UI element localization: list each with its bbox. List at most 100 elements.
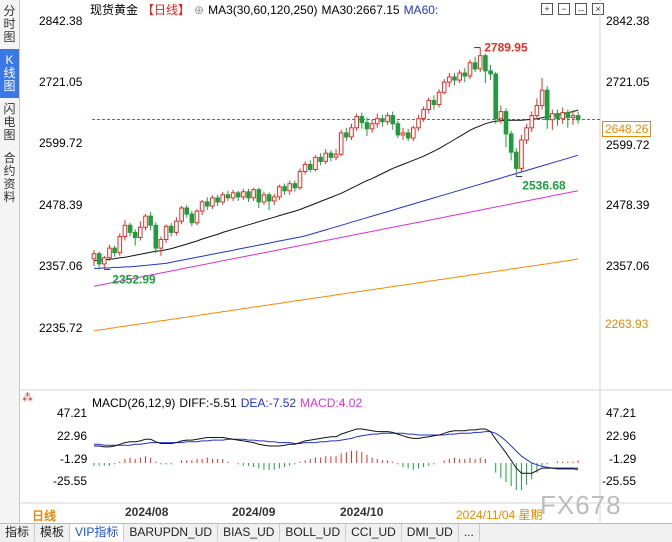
candle-up: [210, 197, 215, 207]
candle-down: [328, 152, 334, 158]
tab-vip-indicator[interactable]: VIP指标: [70, 524, 125, 541]
tab-cci[interactable]: CCI_UD: [346, 524, 402, 541]
candle-up: [107, 247, 112, 259]
tab-kline[interactable]: K线图: [0, 49, 19, 98]
diff-line: [94, 428, 579, 474]
candle-down: [508, 133, 514, 153]
candle-up: [199, 201, 205, 212]
tab-contract-info[interactable]: 合约资料: [3, 151, 16, 204]
candle-up: [194, 210, 200, 224]
candle-down: [405, 132, 411, 139]
candle-down: [472, 62, 478, 70]
zoom-out-icon[interactable]: −: [558, 3, 570, 15]
macd-diff: DIFF:-5.51: [179, 396, 237, 410]
candle-up: [385, 115, 390, 123]
candle-down: [575, 115, 581, 121]
candle-down: [390, 115, 395, 125]
candle-down: [225, 194, 231, 199]
candle-up: [477, 55, 483, 70]
candle-down: [266, 194, 272, 202]
candle-up: [287, 183, 292, 192]
candle-down: [205, 201, 210, 207]
candle-down: [132, 231, 138, 238]
ma250-value-tag: 2263.93: [605, 317, 649, 331]
tab-timeshare[interactable]: 分时图: [3, 4, 16, 44]
candle-down: [344, 132, 349, 138]
candle-up: [302, 163, 308, 172]
candle-down: [112, 247, 117, 254]
candle-down: [215, 197, 220, 203]
candle-down: [235, 192, 241, 198]
candle-down: [565, 112, 571, 119]
candle-up: [179, 207, 184, 222]
tab-flash[interactable]: 闪电图: [3, 102, 16, 142]
macd-label: MACD(26,12,9): [92, 396, 176, 410]
candle-up: [354, 116, 359, 129]
symbol-name: 现货黄金: [90, 3, 139, 17]
candle-up: [539, 89, 545, 106]
candle-down: [292, 183, 298, 189]
y-axis-label-right: 2721.05: [606, 75, 650, 89]
candle-up: [411, 127, 416, 139]
candle-up: [421, 109, 426, 120]
candle-up: [277, 186, 282, 198]
candle-down: [96, 253, 102, 265]
candle-down: [168, 225, 174, 233]
tab-more[interactable]: ...: [459, 524, 480, 541]
y-axis-label-left: 2721.05: [39, 75, 83, 89]
candle-down: [380, 118, 385, 123]
candle-down: [148, 215, 153, 226]
drag-icon[interactable]: ↔: [575, 3, 587, 15]
tab-boll[interactable]: BOLL_UD: [280, 524, 347, 541]
annotations: 2789.95 2352.99 2536.68: [104, 41, 566, 286]
candle-down: [462, 72, 468, 77]
ma60-line: [94, 154, 579, 269]
low-annotation-left: 2352.99: [112, 272, 156, 286]
y-axis-label-right: 2478.39: [606, 198, 650, 212]
settings-icon[interactable]: ⊕: [194, 3, 205, 17]
candle-down: [483, 55, 488, 72]
candle-up: [261, 194, 267, 203]
candle-down: [555, 113, 560, 120]
candle-down: [282, 186, 287, 192]
candle-down: [514, 151, 519, 169]
candle-up: [467, 62, 473, 77]
candle-up: [534, 105, 540, 117]
candle-down: [452, 76, 457, 81]
candle-up: [163, 225, 169, 241]
candle-up: [220, 194, 225, 203]
candle-down: [395, 123, 401, 136]
tab-template[interactable]: 模板: [35, 524, 71, 541]
candle-down: [256, 189, 262, 203]
tab-dmi[interactable]: DMI_UD: [402, 524, 459, 541]
ma30-line: [93, 109, 579, 262]
chart-header: 现货黄金 【日线】 ⊕ MA3(30,60,120,250) MA30:2667.15 M…: [90, 1, 442, 17]
macd-marker-icon: ⁂: [22, 392, 33, 404]
candle-down: [503, 111, 509, 135]
candle-up: [349, 127, 354, 138]
zoom-in-icon[interactable]: +: [541, 3, 553, 15]
fx678-watermark: FX678: [540, 490, 622, 520]
candle-down: [246, 191, 251, 199]
candle-up: [524, 127, 529, 141]
period-button[interactable]: 日线: [32, 509, 57, 523]
current-date: 2024/11/04 星期: [456, 508, 543, 522]
macd-axis-label: 47.21: [57, 406, 88, 420]
candle-up: [416, 118, 421, 129]
y-axis-label-left: 2357.06: [39, 259, 83, 273]
close-icon[interactable]: ×: [592, 3, 604, 15]
tab-barupdn[interactable]: BARUPDN_UD: [124, 524, 219, 541]
candle-up: [426, 99, 431, 111]
candle-up: [122, 224, 128, 238]
candle-up: [241, 191, 246, 198]
ma120-line: [93, 190, 579, 287]
y-axis-label-right: 2357.06: [606, 259, 650, 273]
macd-value: MACD:4.02: [300, 396, 363, 410]
candle-down: [431, 99, 437, 106]
tab-indicator[interactable]: 指标: [0, 524, 36, 541]
y-axis-label-left: 2842.38: [39, 14, 83, 28]
macd-header: MACD(26,12,9) DIFF:-5.51 DEA:-7.52 MACD:4.0…: [92, 396, 366, 410]
tab-bias[interactable]: BIAS_UD: [218, 524, 281, 541]
candle-up: [323, 152, 328, 162]
